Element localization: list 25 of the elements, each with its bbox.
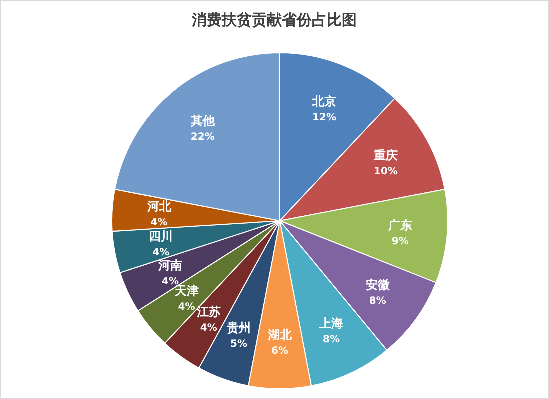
- slice-label: 湖北: [267, 328, 293, 342]
- slice-label: 四川: [149, 230, 174, 244]
- slice-label: 上海: [318, 316, 344, 330]
- slice-label: 贵州: [226, 320, 252, 335]
- slice-label: 江苏: [196, 304, 221, 319]
- data-label: 6%: [272, 346, 288, 357]
- chart-title: 消费扶贫贡献省份占比图: [191, 11, 358, 30]
- slice-label: 其他: [190, 114, 216, 128]
- data-label: 8%: [323, 334, 340, 346]
- data-label: 4%: [178, 302, 196, 314]
- slice-label: 河北: [146, 199, 172, 214]
- slice-label: 广东: [387, 218, 412, 232]
- slice-label: 安徽: [366, 278, 391, 292]
- data-label: 12%: [312, 112, 336, 124]
- slice-label: 河南: [158, 258, 183, 272]
- data-label: 4%: [200, 322, 218, 334]
- data-label: 8%: [369, 296, 386, 308]
- data-label: 9%: [392, 236, 409, 248]
- data-label: 22%: [190, 132, 215, 143]
- data-label: 10%: [374, 166, 398, 178]
- data-label: 5%: [230, 338, 248, 350]
- data-label: 4%: [152, 248, 170, 259]
- data-label: 4%: [150, 217, 168, 228]
- slice-label: 重庆: [373, 148, 398, 163]
- slice-label: 北京: [312, 94, 337, 109]
